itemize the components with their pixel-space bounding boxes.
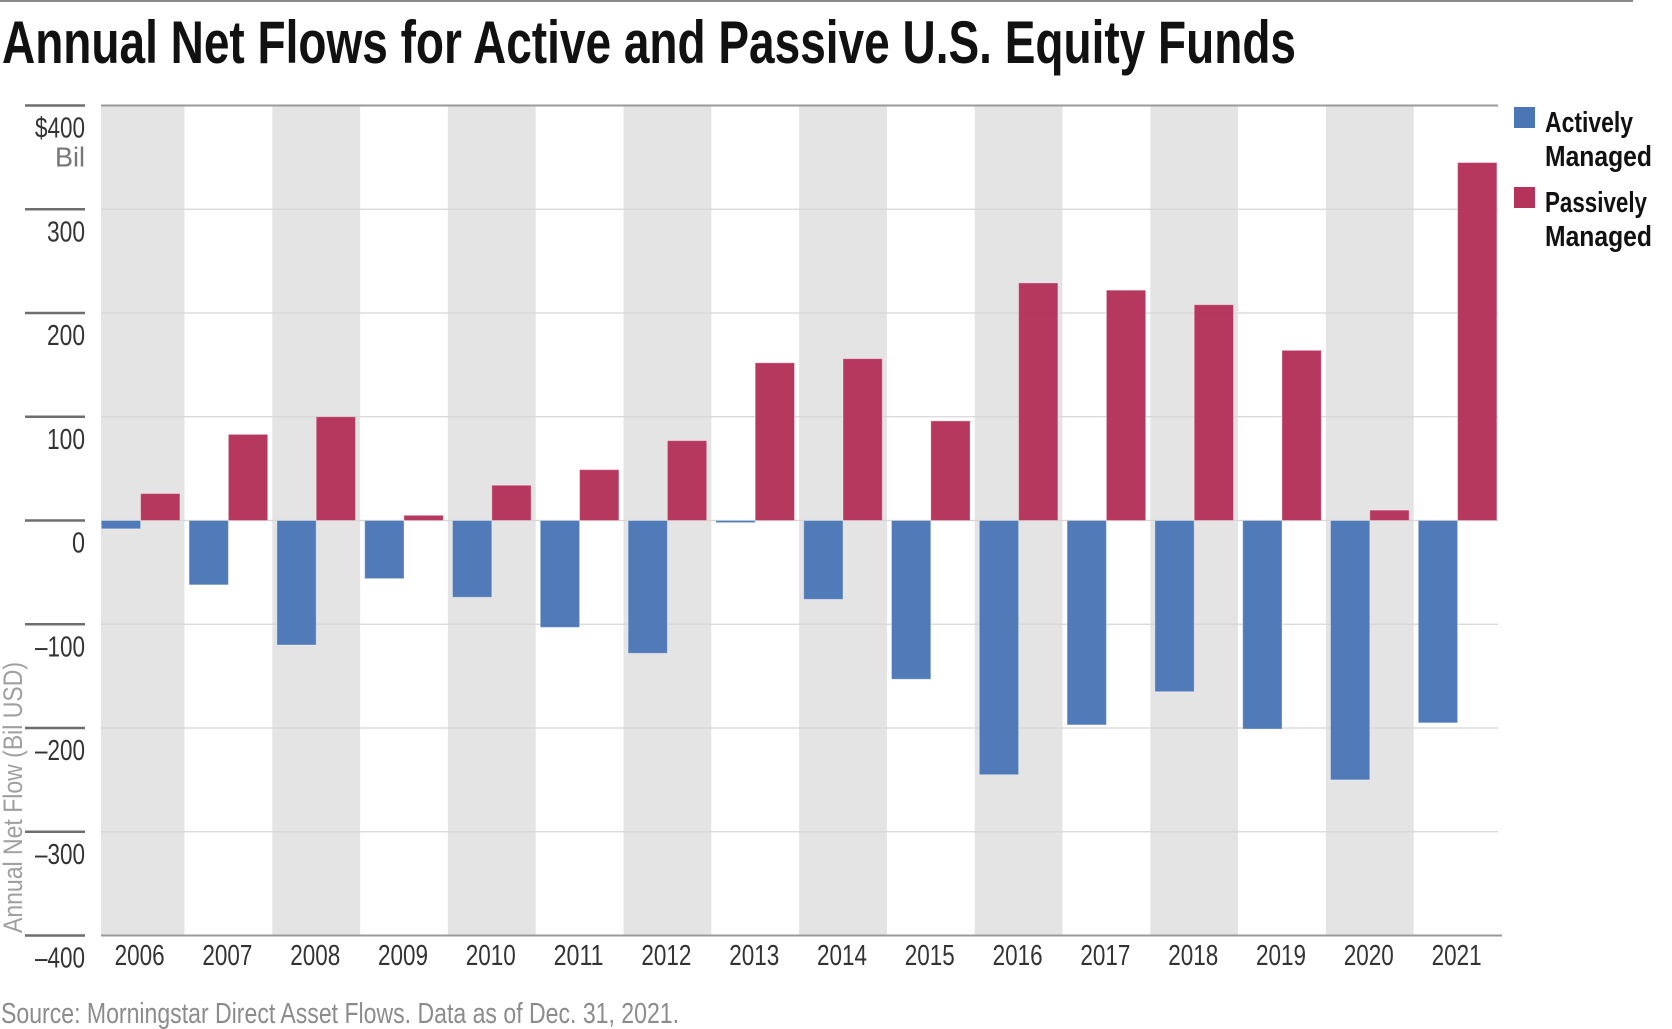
y-tick-label: 300 [47,216,85,248]
bar-passive-2013 [754,362,796,521]
x-tick-label: 2014 [817,940,867,972]
legend-label-passively-line2: Managed [1545,221,1652,253]
bar-active-2018 [1154,520,1195,693]
x-tick-label: 2009 [378,940,428,972]
bar-active-2013 [715,520,756,524]
source-note: Source: Morningstar Direct Asset Flows. … [1,998,679,1029]
bar-active-2012 [627,520,668,654]
bar-active-2015 [891,520,932,680]
y-tick-label: –400 [35,943,85,975]
x-tick-label: 2016 [993,940,1043,972]
bar-passive-2019 [1281,349,1322,521]
y-tick-label: –300 [35,839,85,871]
y-tick-label: 200 [47,320,85,352]
legend-swatch-passively-managed [1514,187,1535,208]
x-tick-label: 2017 [1080,940,1130,972]
y-tick-label: 100 [47,424,85,456]
bar-active-2014 [803,520,844,600]
x-axis: 2006 2007 2008 2009 2010 2011 2012 2013 2014 2015… [115,940,1482,972]
x-tick-label: 2007 [202,940,252,972]
legend-label-actively-line2: Managed [1545,141,1652,173]
bar-active-2016 [978,520,1020,776]
bar-passive-2010 [491,484,532,522]
y-unit-label: Bil [55,142,85,173]
bar-active-2020 [1330,520,1371,781]
bar-passive-2006 [140,493,181,521]
bar-passive-2008 [315,416,357,521]
x-tick-label: 2021 [1432,940,1482,972]
x-tick-label: 2006 [115,940,165,972]
bar-active-2011 [539,520,581,628]
x-tick-label: 2018 [1168,940,1218,972]
y-tick-label: –100 [35,631,85,663]
legend-label-actively-line1: Actively [1545,107,1633,139]
legend-swatch-actively-managed [1514,107,1535,128]
legend-label-passively-line1: Passively [1545,187,1647,219]
bar-active-2008 [276,520,317,646]
bar-passive-2020 [1369,509,1410,521]
x-tick-label: 2020 [1344,940,1394,972]
y-axis-title: Annual Net Flow (Bil USD) [0,662,28,933]
chart-title: Annual Net Flows for Active and Passive … [2,9,1296,76]
bar-passive-2009 [403,514,444,521]
bar-active-2021 [1417,520,1459,724]
bar-active-2006 [100,520,142,530]
bar-active-2009 [364,520,405,580]
bar-passive-2015 [930,420,971,521]
y-tick-label: $400 [35,113,85,145]
y-tick-label: –200 [35,735,85,767]
bar-passive-2007 [227,433,269,522]
x-tick-label: 2019 [1256,940,1306,972]
gridlines [101,104,1502,937]
x-tick-label: 2013 [729,940,779,972]
y-tick-label: 0 [72,528,85,560]
bar-active-2019 [1242,520,1283,730]
bar-passive-2017 [1105,289,1147,521]
x-tick-label: 2015 [905,940,955,972]
legend-item-actively-managed: Actively Managed [1514,107,1652,173]
bar-passive-2018 [1193,304,1234,522]
x-tick-label: 2008 [290,940,340,972]
x-tick-label: 2010 [466,940,516,972]
x-tick-label: 2012 [641,940,691,972]
legend-item-passively-managed: Passively Managed [1514,187,1652,253]
bar-passive-2016 [1018,282,1059,521]
legend: Actively Managed Passively Managed [1514,107,1652,253]
bar-passive-2011 [579,469,620,522]
bar-passive-2014 [842,358,883,521]
bar-active-2007 [188,520,229,586]
bar-passive-2012 [666,440,708,521]
bar-passive-2021 [1457,162,1498,521]
x-tick-label: 2011 [554,940,604,972]
bar-active-2010 [452,520,493,598]
bars [100,162,1498,781]
bar-active-2017 [1066,520,1107,726]
